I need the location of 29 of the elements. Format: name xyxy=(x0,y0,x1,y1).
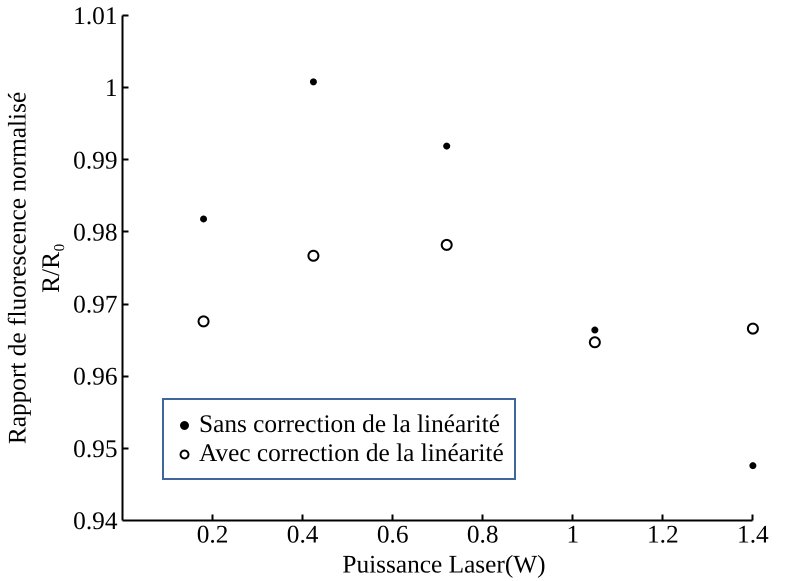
point xyxy=(746,322,759,335)
point xyxy=(443,142,450,150)
x-tick-label: 1.4 xyxy=(737,520,770,548)
x-tick-label: 1.2 xyxy=(647,520,679,548)
x-tick-label: 0.8 xyxy=(466,520,499,548)
y-tick-label: 1.01 xyxy=(73,2,118,30)
point xyxy=(749,462,756,470)
point xyxy=(588,336,601,348)
legend-label: Avec correction de la linéarité xyxy=(199,439,504,468)
x-axis-title: Puissance Laser(W) xyxy=(342,550,546,578)
point xyxy=(200,215,208,222)
point xyxy=(591,326,598,334)
y-tick-label: 0.97 xyxy=(73,290,118,319)
legend-label: Sans correction de la linéarité xyxy=(199,410,500,439)
point xyxy=(310,78,317,86)
point xyxy=(307,250,320,262)
x-tick-label: 0.2 xyxy=(196,520,228,548)
y-tick-label: 0.95 xyxy=(73,434,118,463)
y-tick-label: 0.99 xyxy=(73,146,118,174)
point xyxy=(440,238,453,251)
y-axis-title: Rapport de fluorescence normalisé R/R₀ xyxy=(4,92,66,444)
y-tick-label: 1 xyxy=(104,74,118,102)
x-tick-label: 1 xyxy=(566,520,580,548)
y-tick-label: 0.98 xyxy=(73,218,118,246)
point xyxy=(198,315,210,328)
y-tick-label: 0.96 xyxy=(73,362,118,391)
x-tick-label: 0.4 xyxy=(286,520,319,548)
x-tick-label: 0.6 xyxy=(376,520,409,548)
y-tick-label: 0.94 xyxy=(73,507,118,535)
